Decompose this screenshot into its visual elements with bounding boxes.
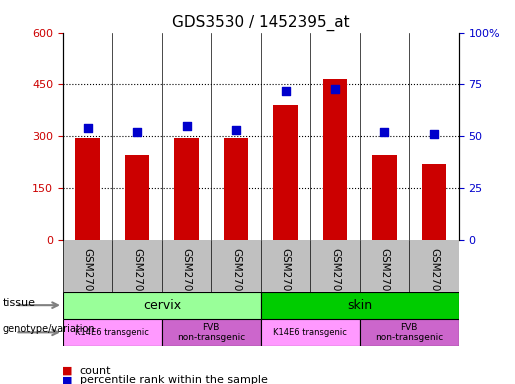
Bar: [125, 155, 149, 240]
Bar: [75, 138, 100, 240]
Title: GDS3530 / 1452395_at: GDS3530 / 1452395_at: [172, 15, 350, 31]
Bar: [372, 155, 397, 240]
Bar: [273, 105, 298, 240]
Text: tissue: tissue: [3, 298, 36, 308]
Text: cervix: cervix: [143, 299, 181, 312]
Text: ■: ■: [62, 366, 72, 376]
FancyBboxPatch shape: [261, 291, 459, 319]
Point: [182, 123, 191, 129]
Text: count: count: [80, 366, 111, 376]
Text: skin: skin: [347, 299, 372, 312]
Bar: [224, 138, 248, 240]
Point: [381, 129, 389, 135]
FancyBboxPatch shape: [359, 319, 459, 346]
Text: percentile rank within the sample: percentile rank within the sample: [80, 375, 268, 384]
Text: GSM270597: GSM270597: [132, 248, 142, 311]
Bar: [174, 138, 199, 240]
Bar: [322, 79, 347, 240]
FancyBboxPatch shape: [162, 319, 261, 346]
Text: FVB
non-transgenic: FVB non-transgenic: [375, 323, 443, 342]
FancyBboxPatch shape: [63, 291, 261, 319]
Point: [281, 88, 289, 94]
FancyBboxPatch shape: [261, 319, 359, 346]
Bar: [422, 164, 447, 240]
Text: genotype/variation: genotype/variation: [3, 324, 95, 334]
Point: [83, 125, 92, 131]
Text: GSM270598: GSM270598: [182, 248, 192, 311]
Text: GSM270599: GSM270599: [231, 248, 241, 311]
Point: [331, 85, 339, 91]
FancyBboxPatch shape: [63, 319, 162, 346]
Point: [133, 129, 141, 135]
Text: ■: ■: [62, 375, 72, 384]
Text: GSM270595: GSM270595: [82, 248, 93, 311]
Text: K14E6 transgenic: K14E6 transgenic: [75, 328, 149, 337]
Text: GSM270600: GSM270600: [281, 248, 290, 311]
Text: GSM270602: GSM270602: [380, 248, 389, 311]
Text: GSM270601: GSM270601: [330, 248, 340, 311]
Point: [232, 127, 240, 133]
Text: GSM270603: GSM270603: [429, 248, 439, 311]
Text: FVB
non-transgenic: FVB non-transgenic: [177, 323, 246, 342]
Point: [430, 131, 438, 137]
Text: K14E6 transgenic: K14E6 transgenic: [273, 328, 347, 337]
